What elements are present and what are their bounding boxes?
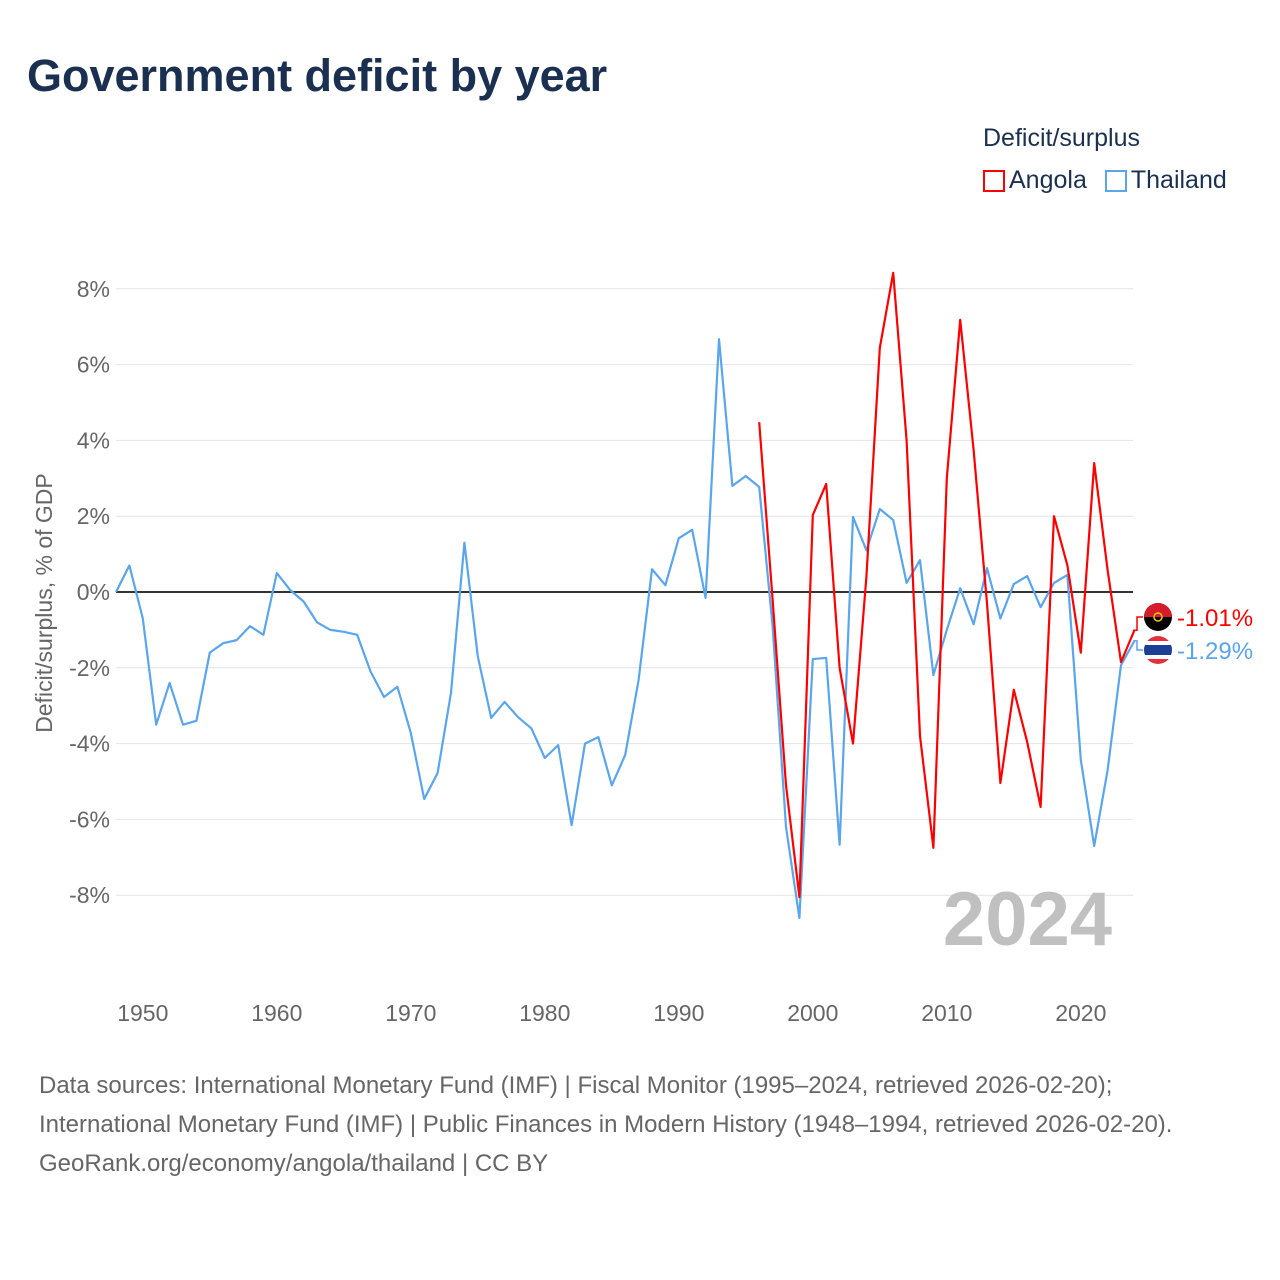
y-tick-label: 6% (77, 352, 110, 378)
thailand-flag-icon (1144, 645, 1172, 655)
y-axis-label: Deficit/surplus, % of GDP (31, 473, 57, 732)
series-line-angola (758, 271, 1136, 899)
legend-item-thailand[interactable]: Thailand (1104, 166, 1227, 195)
chart-title: Government deficit by year (27, 50, 608, 101)
legend: Angola Thailand (983, 166, 1227, 195)
end-connector (1133, 616, 1143, 632)
footer: Data sources: International Monetary Fun… (39, 1066, 1239, 1183)
angola-flag-red (1144, 603, 1172, 617)
x-tick-label: 1950 (117, 1000, 168, 1026)
legend-label: Angola (1009, 166, 1087, 194)
y-tick-label: 0% (77, 579, 110, 605)
legend-label: Thailand (1130, 166, 1227, 194)
thailand-flag-icon (1144, 655, 1172, 659)
x-tick-label: 1980 (519, 1000, 570, 1026)
x-tick-label: 1990 (653, 1000, 704, 1026)
data-sources: Data sources: International Monetary Fun… (39, 1072, 1173, 1138)
y-tick-label: -8% (69, 882, 110, 908)
legend-title: Deficit/surplus (983, 124, 1140, 152)
legend-swatch-angola (983, 169, 1005, 192)
x-tick-label: 1960 (251, 1000, 302, 1026)
x-tick-label: 2000 (787, 1000, 838, 1026)
angola-emblem (1153, 612, 1163, 622)
series-line-thailand (115, 338, 1136, 920)
legend-swatch-thailand (1104, 169, 1127, 192)
x-tick-label: 1970 (385, 1000, 436, 1026)
y-tick-label: 8% (77, 276, 110, 302)
thailand-flag-icon (1144, 659, 1172, 664)
end-value-label: -1.01% (1177, 605, 1253, 632)
y-tick-label: 4% (77, 427, 110, 453)
y-tick-label: -4% (69, 731, 110, 757)
y-tick-label: 2% (77, 503, 110, 529)
x-tick-label: 2010 (921, 1000, 972, 1026)
year-watermark: 2024 (943, 877, 1112, 962)
end-connector (1133, 640, 1143, 651)
y-tick-label: -6% (69, 806, 110, 832)
legend-item-angola[interactable]: Angola (983, 166, 1087, 195)
thailand-flag-icon (1144, 636, 1172, 641)
y-tick-label: -2% (69, 655, 110, 681)
credit-link[interactable]: GeoRank.org/economy/angola/thailand | CC… (39, 1150, 549, 1177)
thailand-flag-icon (1144, 641, 1172, 645)
end-value-label: -1.29% (1177, 638, 1253, 665)
x-tick-label: 2020 (1055, 1000, 1106, 1026)
